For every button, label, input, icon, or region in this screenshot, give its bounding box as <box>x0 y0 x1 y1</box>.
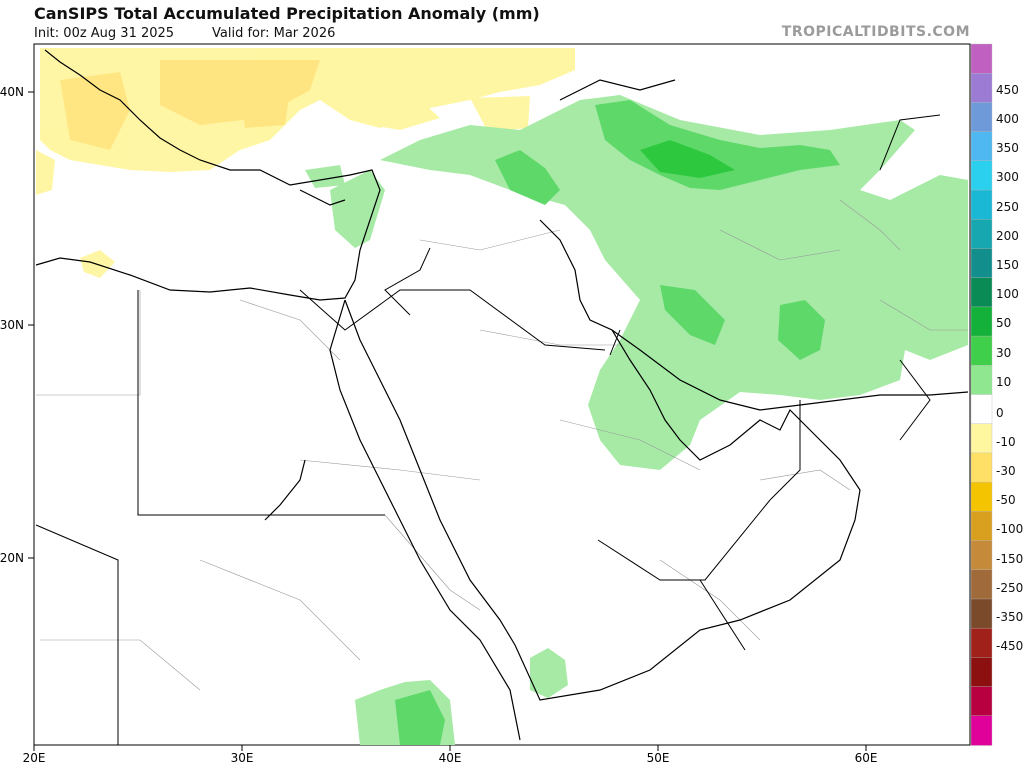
dry-anomaly-core <box>60 60 320 150</box>
colorbar-swatch <box>970 277 993 308</box>
colorbar <box>970 43 993 746</box>
lon-label-40e: 40E <box>439 751 462 765</box>
colorbar-label: 300 <box>996 170 1019 185</box>
valid-time: Valid for: Mar 2026 <box>212 26 336 41</box>
coastlines <box>35 49 969 741</box>
colorbar-swatch <box>970 160 993 191</box>
lon-label-50e: 50E <box>647 751 670 765</box>
colorbar-label: -50 <box>996 493 1016 508</box>
brand-watermark: TROPICALTIDBITS.COM <box>781 24 970 40</box>
colorbar-label: 50 <box>996 316 1012 331</box>
colorbar-swatch <box>970 657 993 688</box>
colorbar-label: -150 <box>996 551 1024 566</box>
colorbar-swatch <box>970 131 993 162</box>
colorbar-swatch <box>970 423 993 454</box>
colorbar-swatch <box>970 73 993 104</box>
colorbar-swatch <box>970 686 993 717</box>
colorbar-swatch <box>970 452 993 483</box>
colorbar-label: 100 <box>996 287 1019 302</box>
colorbar-label: -30 <box>996 463 1016 478</box>
colorbar-swatch <box>970 598 993 629</box>
colorbar-swatch <box>970 43 993 74</box>
colorbar-swatch <box>970 540 993 571</box>
colorbar-label: -10 <box>996 434 1016 449</box>
colorbar-label: 10 <box>996 374 1012 389</box>
colorbar-swatch <box>970 394 993 425</box>
colorbar-swatch <box>970 715 993 746</box>
colorbar-swatch <box>970 335 993 366</box>
colorbar-label: 400 <box>996 111 1019 126</box>
colorbar-label: -350 <box>996 609 1024 624</box>
lon-label-20e: 20E <box>23 751 46 765</box>
init-time: Init: 00z Aug 31 2025 <box>34 26 175 41</box>
colorbar-swatch <box>970 102 993 133</box>
colorbar-swatch <box>970 306 993 337</box>
colorbar-label: 0 <box>996 405 1004 420</box>
colorbar-label: 150 <box>996 258 1019 272</box>
chart-title: CanSIPS Total Accumulated Precipitation … <box>34 4 540 23</box>
lon-label-60e: 60E <box>855 751 878 765</box>
lon-label-30e: 30E <box>231 751 254 765</box>
colorbar-label: 350 <box>996 141 1019 156</box>
colorbar-label: 250 <box>996 199 1019 214</box>
colorbar-swatch <box>970 189 993 220</box>
colorbar-label: 450 <box>996 82 1019 97</box>
colorbar-label: -100 <box>996 522 1024 537</box>
colorbar-swatch <box>970 569 993 600</box>
colorbar-swatch <box>970 248 993 279</box>
colorbar-label: 30 <box>996 345 1012 360</box>
colorbar-swatch <box>970 219 993 250</box>
colorbar-swatch <box>970 511 993 542</box>
colorbar-swatch <box>970 481 993 513</box>
lat-label-20n: 20N <box>0 551 24 565</box>
wet-anomaly-strong <box>640 140 735 178</box>
colorbar-swatch <box>970 365 993 396</box>
colorbar-swatch <box>970 627 993 659</box>
colorbar-label: 200 <box>996 228 1019 243</box>
colorbar-label: -450 <box>996 639 1024 654</box>
colorbar-label: -250 <box>996 580 1024 595</box>
lat-label-30n: 30N <box>0 318 24 332</box>
lat-ticks <box>28 91 34 559</box>
lon-ticks <box>33 745 867 751</box>
lat-label-40n: 40N <box>0 85 24 99</box>
